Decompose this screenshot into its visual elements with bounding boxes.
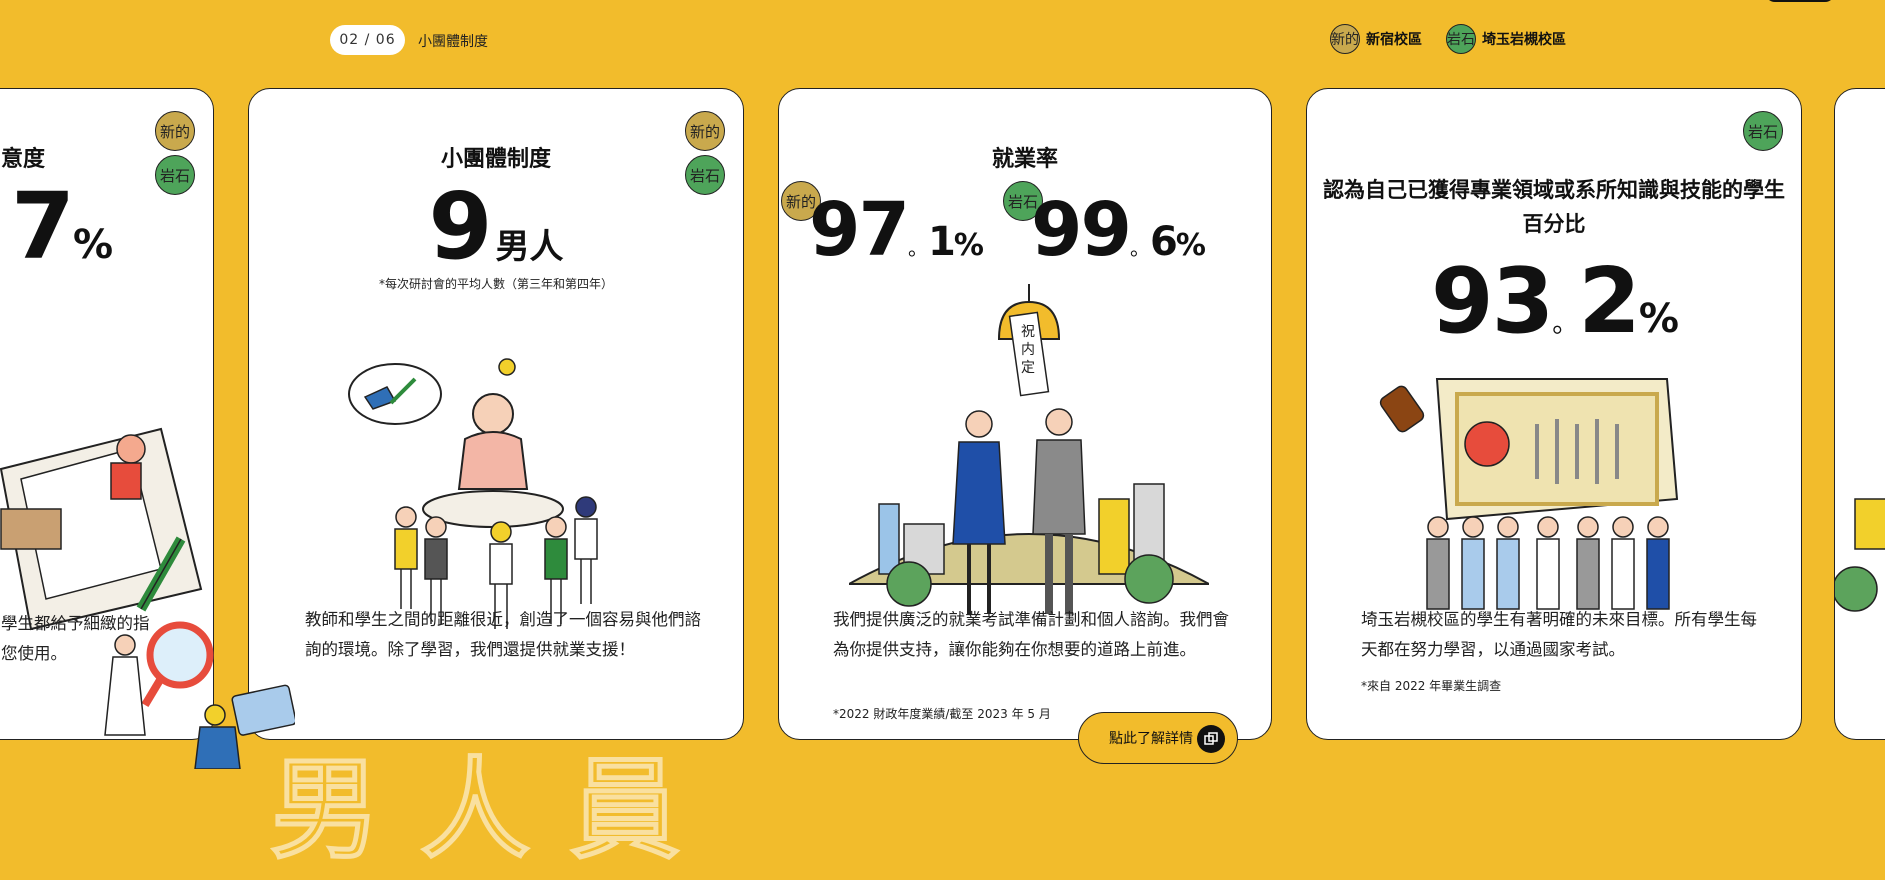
shinjuku-badge: 新的 xyxy=(781,181,821,221)
iwatsuki-badge: 岩石 xyxy=(1446,24,1476,54)
stat-unit: 男人 xyxy=(495,227,564,267)
description-line: 學生都給予細緻的指 xyxy=(1,614,150,633)
card-badges: 岩石 xyxy=(1743,111,1783,151)
stat-unit: % xyxy=(1638,296,1679,342)
card-title: 認為自己已獲得專業領域或系所知識與技能的學生百分比 xyxy=(1323,178,1785,236)
legend-shinjuku: 新的 新宿校區 xyxy=(1330,24,1422,54)
stat-number: 99 xyxy=(1031,187,1132,273)
card-description: 教師和學生之間的距離很近，創造了一個容易與他們諮詢的環境。除了學習，我們還提供就… xyxy=(305,610,701,659)
top-bar: 02 / 06 小團體制度 新的 新宿校區 岩石 埼玉岩槻校區 xyxy=(0,0,1885,80)
shinjuku-rate: 97。1% xyxy=(809,193,984,267)
stat-footnote: *2022 財政年度業績/截至 2023 年 5 月 xyxy=(833,707,1051,721)
stat-unit: % xyxy=(1175,228,1206,263)
card-title: 就業率 xyxy=(991,147,1058,172)
study-illustration xyxy=(0,427,203,631)
card-next xyxy=(1834,88,1885,740)
stat-number: 9 xyxy=(428,173,492,280)
card-description: 我們提供廣泛的就業考試準備計劃和個人諮詢。我們會為你提供支持，讓你能夠在你想要的… xyxy=(833,610,1229,659)
slide-title: 小團體制度 xyxy=(418,34,488,50)
iwatsuki-badge: 岩石 xyxy=(685,155,725,195)
shinjuku-badge: 新的 xyxy=(155,111,195,151)
legend-iwatsuki-label: 埼玉岩槻校區 xyxy=(1482,32,1566,48)
decimal-point: 。 xyxy=(907,236,928,260)
iwatsuki-badge: 岩石 xyxy=(1743,111,1783,151)
card-knowledge: 岩石 認為自己已獲得專業領域或系所知識與技能的學生百分比 93。2% 埼玉岩槻校… xyxy=(1306,88,1802,740)
job-offer-illustration: 祝 内 定 xyxy=(849,284,1209,614)
next-card-illustration xyxy=(1835,498,1885,612)
card-employment-rate: 就業率 新的 岩石 97。1% 99。6% 祝 内 定 我們提供廣泛的就業考試準… xyxy=(778,88,1272,740)
stat-unit: % xyxy=(73,222,113,268)
stat-value: 9 男人 xyxy=(249,181,743,273)
magnifier-character-illustration xyxy=(104,621,295,769)
stat-decimal: 2 xyxy=(1578,249,1641,354)
stat-number: 93 xyxy=(1431,249,1554,354)
stat-number: 97 xyxy=(809,187,910,273)
iwatsuki-badge: 岩石 xyxy=(155,155,195,195)
card-title: 意度 xyxy=(1,147,46,172)
fortune-char: 定 xyxy=(1021,360,1035,376)
card-badges: 新的 岩石 xyxy=(685,111,725,195)
stat-decimal: 1 xyxy=(927,219,956,265)
card-description: 埼玉岩槻校區的學生有著明確的未來目標。所有學生每天都在努力學習，以通過國家考試。 xyxy=(1361,610,1757,659)
teacher-with-students-illustration xyxy=(348,358,598,629)
legend-iwatsuki: 岩石 埼玉岩槻校區 xyxy=(1446,24,1566,54)
card-small-group: 新的 岩石 小團體制度 9 男人 *每次研討會的平均人數（第三年和第四年） xyxy=(248,88,744,740)
diploma-illustration xyxy=(1379,378,1679,610)
external-link-icon xyxy=(1197,725,1225,753)
slide-counter: 02 / 06 xyxy=(330,25,405,55)
stat-unit: % xyxy=(953,228,984,263)
fortune-char: 内 xyxy=(1021,342,1035,358)
learn-more-label: 點此了解詳情 xyxy=(1109,731,1193,747)
iwatsuki-rate: 99。6% xyxy=(1031,193,1206,267)
stat-value: 93。2% xyxy=(1307,257,1801,347)
iwatsuki-badge: 岩石 xyxy=(1003,181,1043,221)
shinjuku-badge: 新的 xyxy=(1330,24,1360,54)
stat-value: 7% xyxy=(11,181,113,273)
card-title: 小團體制度 xyxy=(440,147,551,172)
legend-shinjuku-label: 新宿校區 xyxy=(1366,32,1422,48)
stat-number: 7 xyxy=(11,173,75,280)
decimal-point: 。 xyxy=(1552,309,1579,339)
menu-tab[interactable] xyxy=(1765,0,1835,2)
description-line: 您使用。 xyxy=(1,644,67,663)
decimal-point: 。 xyxy=(1129,236,1150,260)
shinjuku-badge: 新的 xyxy=(685,111,725,151)
card-satisfaction: 新的 岩石 意度 7% 學生都給予細緻的指 您使用。 xyxy=(0,88,214,740)
stat-footnote: *來自 2022 年畢業生調查 xyxy=(1361,679,1502,693)
fortune-char: 祝 xyxy=(1021,324,1035,340)
card-description: 學生都給予細緻的指 您使用。 xyxy=(1,609,150,669)
card-badges: 新的 岩石 xyxy=(155,111,195,195)
stat-decimal: 6 xyxy=(1149,219,1178,265)
stat-footnote: *每次研討會的平均人數（第三年和第四年） xyxy=(378,277,613,291)
ghost-background-text: 男人員 xyxy=(269,745,720,875)
learn-more-button[interactable]: 點此了解詳情 xyxy=(1078,712,1238,764)
